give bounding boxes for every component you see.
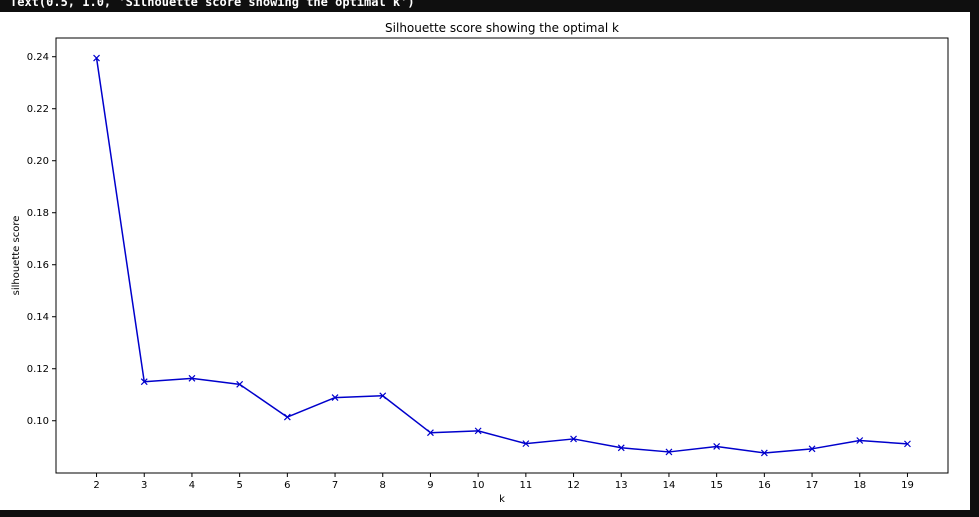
data-point-marker	[93, 54, 100, 62]
data-point-marker	[140, 378, 148, 386]
y-tick-label: 0.24	[27, 52, 49, 63]
data-point-marker	[331, 394, 339, 402]
data-point-marker	[665, 448, 673, 456]
x-tick-label: 10	[472, 480, 485, 491]
data-point-marker	[760, 449, 768, 457]
x-tick-label: 2	[93, 480, 99, 491]
x-axis: 2 3 4 5 6 7 8 9 10 11 12 13 14 15 16 17 18 19	[93, 473, 914, 491]
series-line	[95, 57, 908, 454]
x-tick-label: 17	[806, 480, 819, 491]
x-tick-label: 12	[567, 480, 580, 491]
x-tick-label: 6	[284, 480, 290, 491]
y-tick-label: 0.22	[27, 104, 49, 115]
x-tick-label: 3	[141, 480, 147, 491]
chart-figure: Silhouette score showing the optimal k 2…	[0, 12, 970, 510]
data-point-marker	[188, 374, 196, 382]
y-tick-label: 0.12	[27, 364, 49, 375]
x-tick-label: 11	[519, 480, 532, 491]
cell-output-text: Text(0.5, 1.0, 'Silhouette score showing…	[10, 0, 415, 9]
data-point-marker	[522, 440, 530, 448]
data-point-marker	[427, 429, 434, 437]
y-tick-label: 0.16	[27, 260, 49, 271]
data-point-marker	[808, 445, 816, 453]
y-tick-label: 0.18	[27, 208, 49, 219]
data-point-marker	[474, 427, 482, 435]
x-tick-label: 13	[615, 480, 628, 491]
y-tick-label: 0.20	[27, 156, 49, 167]
x-tick-label: 9	[427, 480, 433, 491]
x-tick-label: 14	[663, 480, 676, 491]
data-point-marker	[379, 392, 387, 400]
y-axis: 0.10 0.12 0.14 0.16 0.18 0.20 0.22 0.24	[27, 52, 56, 427]
x-tick-label: 15	[710, 480, 723, 491]
x-axis-label: k	[499, 494, 505, 505]
series-layer	[93, 54, 911, 457]
x-tick-label: 5	[236, 480, 242, 491]
data-point-marker	[570, 435, 577, 443]
x-tick-label: 19	[901, 480, 914, 491]
plot-area-frame	[55, 37, 949, 474]
x-tick-label: 4	[189, 480, 195, 491]
data-point-marker	[713, 443, 721, 450]
data-point-marker	[236, 380, 244, 388]
data-point-marker	[856, 437, 864, 444]
y-tick-label: 0.10	[27, 416, 49, 427]
x-tick-label: 8	[380, 480, 386, 491]
data-point-marker	[904, 440, 911, 448]
y-tick-label: 0.14	[27, 312, 49, 323]
line-chart: Silhouette score showing the optimal k 2…	[11, 21, 949, 505]
x-tick-label: 16	[758, 480, 771, 491]
data-point-marker	[283, 413, 291, 421]
x-tick-label: 18	[853, 480, 866, 491]
x-tick-label: 7	[332, 480, 338, 491]
chart-title: Silhouette score showing the optimal k	[385, 21, 619, 35]
y-axis-label: silhouette score	[11, 216, 22, 296]
data-point-marker	[617, 444, 625, 452]
